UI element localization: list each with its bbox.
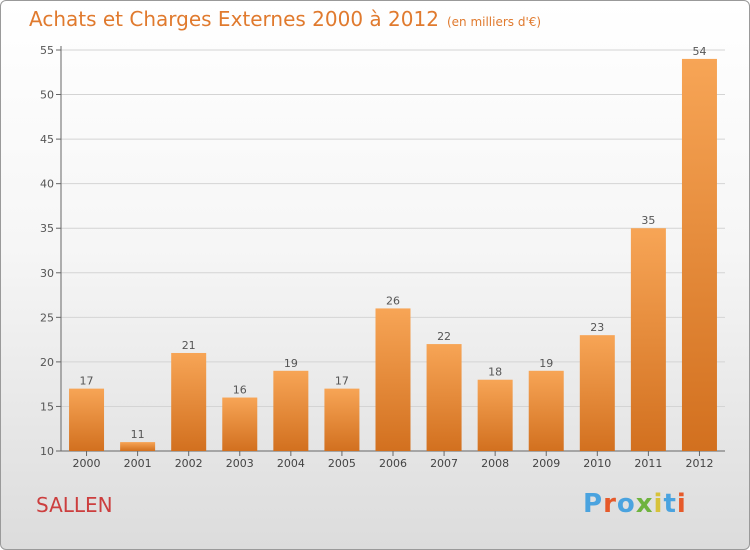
y-tick-label: 10 [40,445,54,458]
y-tick-label: 55 [40,44,54,57]
bar-2009 [528,370,564,451]
logo-letter: t [663,489,677,519]
logo-letter: r [603,489,617,519]
bar-2003 [222,397,258,451]
title-text: Achats et Charges Externes 2000 à 2012 [29,7,439,31]
x-tick-label: 2006 [379,457,407,470]
x-tick-label: 2001 [124,457,152,470]
bar-2008 [477,379,513,451]
y-tick-label: 30 [40,267,54,280]
y-tick-label: 15 [40,400,54,413]
data-label: 17 [335,375,349,388]
x-tick-label: 2012 [685,457,713,470]
x-tick-label: 2011 [634,457,662,470]
data-label: 22 [437,330,451,343]
y-tick-label: 20 [40,356,54,369]
x-tick-label: 2009 [532,457,560,470]
y-tick-label: 35 [40,222,54,235]
x-tick-label: 2000 [73,457,101,470]
bar-2011 [630,228,666,451]
bar-2004 [273,370,309,451]
data-label: 54 [692,45,706,58]
logo-letter: P [583,489,604,519]
bar-2006 [375,308,411,451]
y-tick-label: 45 [40,133,54,146]
unit-label: (en milliers d'€) [446,15,542,29]
x-tick-label: 2004 [277,457,305,470]
y-tick-label: 25 [40,311,54,324]
data-label: 16 [233,384,247,397]
bar-2005 [324,388,360,451]
logo-letter: x [635,489,654,519]
bars [69,58,717,452]
bar-2001 [120,442,156,451]
logo-letter: o [616,489,636,519]
data-label: 35 [641,214,655,227]
chart-title: Achats et Charges Externes 2000 à 2012 (e… [29,7,541,31]
y-tick-label: 40 [40,178,54,191]
data-label: 11 [131,428,145,441]
commune-name: SALLEN [36,493,113,517]
data-label: 19 [284,357,298,370]
x-tick-label: 2008 [481,457,509,470]
x-tick-label: 2007 [430,457,458,470]
data-label: 18 [488,366,502,379]
x-tick-label: 2003 [226,457,254,470]
bar-2010 [579,335,615,451]
bar-2000 [69,388,105,451]
data-label: 26 [386,294,400,307]
data-label: 23 [590,321,604,334]
x-tick-label: 2005 [328,457,356,470]
y-tick-label: 50 [40,89,54,102]
proxiti-logo: Proxiti [583,489,687,519]
x-tick-label: 2002 [175,457,203,470]
bar-2012 [681,58,717,452]
data-label: 19 [539,357,553,370]
bar-2002 [171,352,207,451]
logo-letter: i [653,489,664,519]
bar-2007 [426,344,462,451]
labels: 2000 17 2001 11 2002 21 2003 16 2004 19 2005 17 2006… [73,45,714,470]
data-label: 21 [182,339,196,352]
logo-letter: i [676,489,687,519]
data-label: 17 [80,375,94,388]
x-tick-label: 2010 [583,457,611,470]
